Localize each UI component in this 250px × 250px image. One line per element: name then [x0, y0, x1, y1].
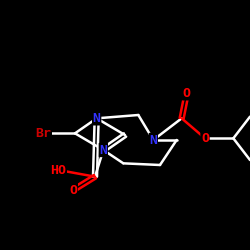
Text: Br: Br	[35, 127, 51, 140]
Text: N: N	[149, 134, 157, 146]
Text: N: N	[99, 144, 107, 156]
Text: N: N	[93, 112, 101, 125]
Text: HO: HO	[50, 164, 66, 176]
Text: O: O	[69, 184, 77, 196]
Text: O: O	[183, 87, 191, 100]
Text: O: O	[201, 132, 209, 145]
